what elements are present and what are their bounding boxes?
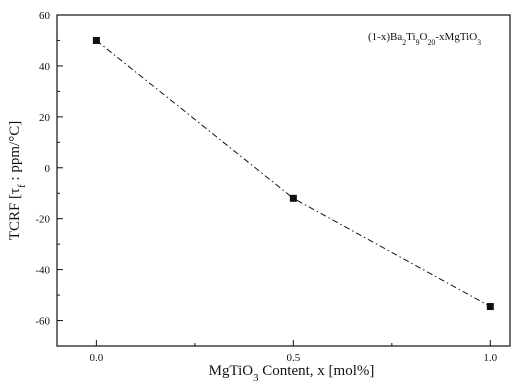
data-point xyxy=(486,303,494,311)
data-point xyxy=(92,36,100,44)
series-markers xyxy=(92,36,494,311)
x-axis-ticks: 0.0 0.5 1.0 xyxy=(90,340,498,364)
data-point xyxy=(289,194,297,202)
y-tick-label: -20 xyxy=(35,214,50,226)
y-tick-label: 0 xyxy=(45,163,51,175)
y-tick-label: -60 xyxy=(35,316,50,328)
y-axis-ticks: -60 -40 -20 0 20 40 60 xyxy=(35,10,63,347)
x-tick-label: 0.5 xyxy=(286,352,300,364)
chart-annotation: (1-x)Ba2Ti9O20-xMgTiO3 xyxy=(368,31,481,47)
y-axis-title: TCRF [τf : ppm/°C] xyxy=(7,121,28,240)
y-tick-label: 20 xyxy=(39,112,51,124)
plot-frame xyxy=(56,14,511,347)
x-tick-label: 0.0 xyxy=(90,352,104,364)
y-tick-label: 40 xyxy=(39,61,51,73)
y-tick-label: 60 xyxy=(39,10,51,22)
x-tick-label: 1.0 xyxy=(483,352,497,364)
series-line xyxy=(96,40,491,307)
x-axis-title: MgTiO3 Content, x [mol%] xyxy=(209,363,375,381)
y-tick-label: -40 xyxy=(35,265,50,277)
